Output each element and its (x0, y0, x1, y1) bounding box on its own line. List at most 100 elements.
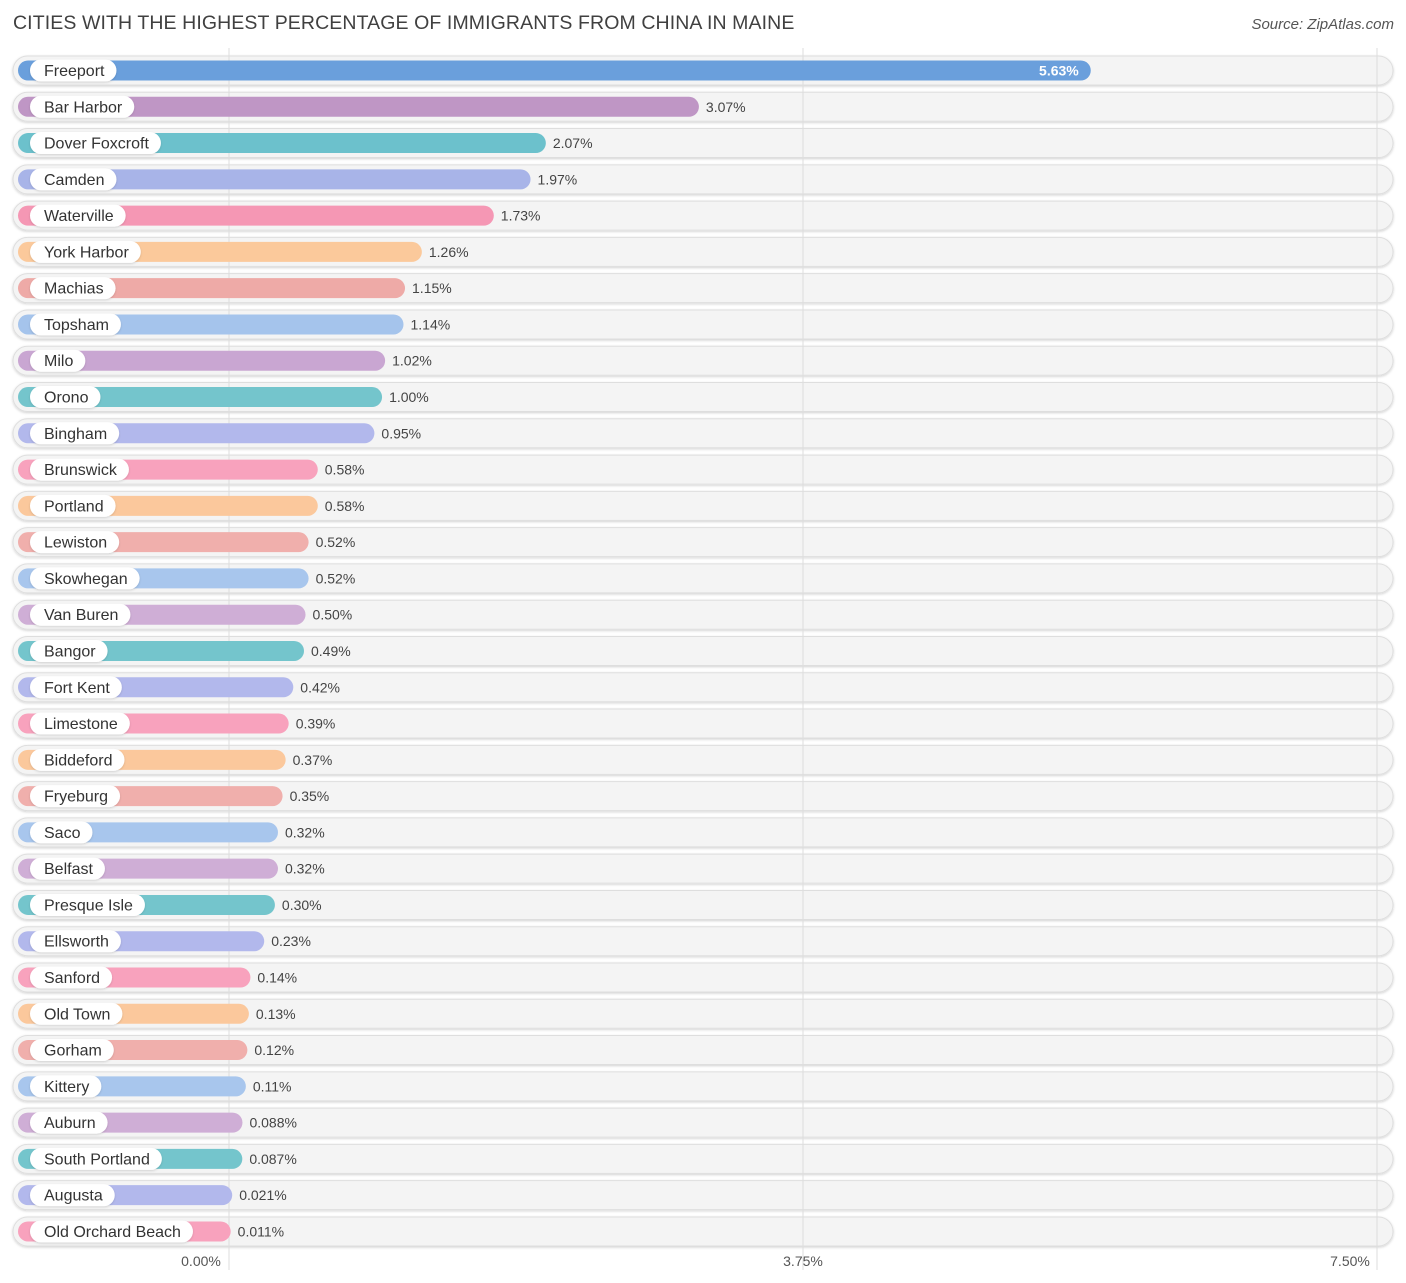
row-background (12, 599, 1394, 630)
bar-group[interactable]: Limestone 0.39% (18, 712, 336, 735)
value-label: 0.14% (257, 970, 297, 986)
value-label: 0.021% (239, 1187, 286, 1203)
category-label: Dover Foxcroft (44, 136, 149, 153)
category-label: Waterville (44, 208, 114, 225)
value-label: 0.32% (285, 824, 325, 840)
category-pill (30, 1002, 123, 1025)
value-label: 3.07% (706, 99, 746, 115)
x-tick-label: 0.00% (181, 1253, 221, 1269)
bar-group[interactable]: Fryeburg 0.35% (18, 785, 330, 808)
value-label: 0.39% (296, 716, 336, 732)
category-pill (30, 168, 117, 191)
category-pill (30, 712, 130, 735)
value-label: 0.12% (254, 1042, 294, 1058)
bar-group[interactable]: Camden 1.97% (18, 168, 578, 191)
bar-group[interactable]: Van Buren 0.50% (18, 603, 352, 626)
value-label: 0.11% (253, 1078, 292, 1094)
category-label: York Harbor (44, 244, 129, 261)
bar-group[interactable]: Lewiston 0.52% (18, 531, 355, 554)
category-label: Brunswick (44, 462, 118, 479)
bar-group[interactable]: Bar Harbor 3.07% (18, 95, 746, 118)
category-pill (30, 240, 141, 263)
category-label: Limestone (44, 716, 118, 733)
row-background (12, 454, 1394, 485)
value-label: 0.13% (256, 1006, 296, 1022)
bar-group[interactable]: Freeport 5.63% (18, 59, 1091, 82)
bar-group[interactable]: Fort Kent 0.42% (18, 676, 340, 699)
row-background (12, 926, 1394, 957)
bar[interactable] (18, 96, 699, 117)
bar-group[interactable]: Portland 0.58% (18, 494, 365, 517)
value-label: 0.011% (238, 1223, 284, 1239)
category-label: Gorham (44, 1043, 102, 1060)
bar-group[interactable]: Saco 0.32% (18, 821, 325, 844)
category-label: Old Orchard Beach (44, 1224, 181, 1241)
value-label: 0.35% (290, 788, 330, 804)
category-label: Auburn (44, 1115, 96, 1132)
row-background (12, 1107, 1394, 1138)
category-label: Skowhegan (44, 571, 128, 588)
value-label: 0.58% (325, 462, 365, 478)
bar-group[interactable]: Kittery 0.11% (18, 1075, 292, 1098)
category-label: Bar Harbor (44, 99, 123, 116)
category-label: South Portland (44, 1151, 150, 1168)
category-label: Fort Kent (44, 680, 110, 697)
bar[interactable] (18, 169, 531, 190)
row-background (12, 889, 1394, 920)
category-label: Sanford (44, 970, 100, 987)
bar-group[interactable]: Old Town 0.13% (18, 1002, 296, 1025)
row-background (12, 490, 1394, 521)
bar-group[interactable]: Presque Isle 0.30% (18, 893, 322, 916)
bar-group[interactable]: Ellsworth 0.23% (18, 930, 311, 953)
bar-group[interactable]: Bingham 0.95% (18, 422, 421, 445)
value-label: 0.58% (325, 498, 365, 514)
row-background (12, 1071, 1394, 1102)
bar-group[interactable]: Auburn 0.088% (18, 1111, 297, 1134)
row-background (12, 1180, 1394, 1211)
category-pill (30, 603, 131, 626)
category-pill (30, 458, 129, 481)
category-label: Presque Isle (44, 897, 133, 914)
bar-group[interactable]: Augusta 0.021% (18, 1184, 287, 1207)
value-label: 0.49% (311, 643, 351, 659)
bar-group[interactable]: Dover Foxcroft 2.07% (18, 132, 593, 155)
category-pill (30, 1075, 102, 1098)
category-label: Camden (44, 172, 104, 189)
value-label: 0.088% (249, 1115, 296, 1131)
value-label: 1.15% (412, 280, 452, 296)
bar-group[interactable]: Waterville 1.73% (18, 204, 541, 227)
bar[interactable] (18, 278, 406, 299)
value-label: 2.07% (553, 135, 593, 151)
bar-group[interactable]: York Harbor 1.26% (18, 240, 469, 263)
bar[interactable] (18, 205, 494, 226)
bar-group[interactable]: Old Orchard Beach 0.011% (18, 1220, 284, 1243)
bar-group[interactable]: South Portland 0.087% (18, 1147, 297, 1170)
value-label: 1.14% (410, 316, 450, 332)
bar[interactable] (18, 387, 383, 408)
bar-group[interactable]: Skowhegan 0.52% (18, 567, 355, 590)
value-label: 0.42% (300, 679, 340, 695)
bar-group[interactable]: Machias 1.15% (18, 277, 452, 300)
bar-group[interactable]: Sanford 0.14% (18, 966, 297, 989)
category-label: Augusta (44, 1188, 103, 1205)
category-pill (30, 1147, 162, 1170)
category-pill (30, 1184, 115, 1207)
bar[interactable] (18, 60, 1091, 81)
value-label: 1.97% (538, 171, 578, 187)
bar-group[interactable]: Brunswick 0.58% (18, 458, 365, 481)
bar[interactable] (18, 350, 386, 371)
bar-group[interactable]: Gorham 0.12% (18, 1039, 294, 1062)
bar-group[interactable]: Topsham 1.14% (18, 313, 450, 336)
bar-group[interactable]: Milo 1.02% (18, 349, 432, 372)
bar-group[interactable]: Orono 1.00% (18, 386, 429, 409)
category-pill (30, 204, 126, 227)
value-label: 0.32% (285, 861, 325, 877)
category-label: Ellsworth (44, 934, 109, 951)
row-background (12, 817, 1394, 848)
category-label: Van Buren (44, 607, 118, 624)
bar-group[interactable]: Bangor 0.49% (18, 639, 351, 662)
bar-group[interactable]: Belfast 0.32% (18, 857, 325, 880)
category-label: Fryeburg (44, 789, 108, 806)
category-label: Kittery (44, 1079, 89, 1096)
bar-group[interactable]: Biddeford 0.37% (18, 748, 332, 771)
